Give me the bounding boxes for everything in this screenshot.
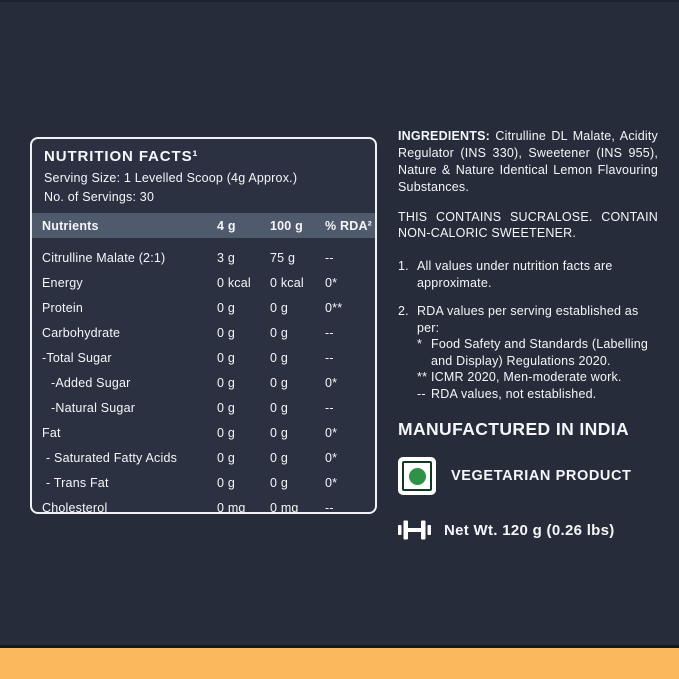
serving-size-text: Serving Size: 1 Levelled Scoop (4g Appro… (44, 171, 298, 185)
manufactured-in-india-heading: MANUFACTURED IN INDIA (398, 419, 630, 440)
value-100g: 0 g (270, 325, 288, 340)
vegetarian-product-label: VEGETARIAN PRODUCT (451, 468, 632, 485)
table-row: Energy 0 kcal 0 kcal 0* (42, 270, 375, 295)
value-4g: 0 g (217, 450, 235, 465)
table-row: Carbohydrate 0 g 0 g -- (42, 320, 375, 345)
right-info-column: INGREDIENTS: Citrulline DL Malate, Acidi… (398, 128, 658, 541)
value-rda: 0* (325, 275, 338, 290)
value-4g: 0 g (217, 375, 235, 390)
footnote-text: RDA values per serving established as pe… (417, 304, 639, 335)
col-header-4g: 4 g (217, 218, 236, 233)
col-header-100g: 100 g (270, 218, 303, 233)
nutrient-name: -Total Sugar (42, 350, 112, 365)
value-100g: 0 g (270, 450, 288, 465)
value-4g: 0 g (217, 400, 235, 415)
subnote-text: RDA values, not established. (431, 386, 597, 401)
subnote-marker: * (417, 337, 423, 352)
table-row: - Saturated Fatty Acids 0 g 0 g 0* (42, 445, 375, 470)
value-rda: -- (325, 350, 334, 365)
nutrient-name: Citrulline Malate (2:1) (42, 250, 166, 265)
nutrients-table-header: Nutrients 4 g 100 g % RDA² (32, 213, 375, 238)
ingredients-paragraph: INGREDIENTS: Citrulline DL Malate, Acidi… (398, 128, 658, 196)
ingredients-text: Citrulline DL Malate, Acidity Regulator … (398, 129, 658, 194)
value-4g: 0 g (217, 475, 235, 490)
table-row: Protein 0 g 0 g 0** (42, 295, 375, 320)
value-100g: 0 g (270, 425, 288, 440)
value-rda: 0* (325, 475, 338, 490)
nutrient-name: - Saturated Fatty Acids (46, 450, 178, 465)
value-100g: 0 g (270, 300, 288, 315)
nutrient-name: -Added Sugar (51, 375, 131, 390)
veg-mark-border (402, 461, 432, 492)
ingredients-label: INGREDIENTS: (398, 129, 490, 143)
col-header-rda: % RDA² (325, 218, 373, 233)
footnote-number: 2. (398, 304, 409, 319)
nutrient-name: Protein (42, 300, 84, 315)
value-4g: 0 g (217, 325, 235, 340)
nutrient-name: Fat (42, 425, 61, 440)
sucralose-warning-text: THIS CONTAINS SUCRALOSE. CONTAIN NON-CAL… (398, 209, 658, 241)
value-100g: 0 g (270, 475, 288, 490)
subnote-text: Food Safety and Standards (Labelling and… (431, 337, 649, 368)
veg-green-dot (408, 467, 426, 485)
value-rda: 0* (325, 375, 338, 390)
value-100g: 0 kcal (270, 275, 304, 290)
footnote-2-subnotes: * Food Safety and Standards (Labelling a… (417, 336, 658, 402)
value-100g: 75 g (270, 250, 296, 265)
value-4g: 3 g (217, 250, 235, 265)
servings-count-text: No. of Servings: 30 (44, 190, 155, 204)
table-row: - Trans Fat 0 g 0 g 0* (42, 470, 375, 495)
value-100g: 0 g (270, 400, 288, 415)
subnote-asterisk: * Food Safety and Standards (Labelling a… (417, 336, 658, 369)
value-rda: -- (325, 400, 334, 415)
value-rda: 0* (325, 425, 338, 440)
footnote-2: 2. RDA values per serving established as… (398, 303, 658, 336)
value-4g: 0 mg (217, 500, 246, 514)
nutrient-name: - Trans Fat (46, 475, 109, 490)
footnotes: 1. All values under nutrition facts are … (398, 258, 658, 402)
col-header-nutrients: Nutrients (42, 218, 99, 233)
value-4g: 0 kcal (217, 275, 251, 290)
table-row: Fat 0 g 0 g 0* (42, 420, 375, 445)
table-row: Cholesterol 0 mg 0 mg -- (42, 495, 375, 514)
table-row: -Total Sugar 0 g 0 g -- (42, 345, 375, 370)
nutrients-table-body: Citrulline Malate (2:1) 3 g 75 g -- Ener… (32, 238, 375, 514)
nutrition-facts-panel: NUTRITION FACTS¹ Serving Size: 1 Levelle… (30, 137, 377, 514)
value-4g: 0 g (217, 300, 235, 315)
footnote-1: 1. All values under nutrition facts are … (398, 258, 658, 291)
value-100g: 0 g (270, 375, 288, 390)
footnote-number: 1. (398, 259, 409, 274)
net-weight-label: Net Wt. 120 g (0.26 lbs) (444, 521, 615, 539)
bottom-accent-stripe (0, 645, 679, 679)
table-row: -Added Sugar 0 g 0 g 0* (42, 370, 375, 395)
value-100g: 0 g (270, 350, 288, 365)
veg-mark-icon (398, 457, 436, 496)
nutrition-panel-header: NUTRITION FACTS¹ Serving Size: 1 Levelle… (32, 139, 375, 204)
value-4g: 0 g (217, 350, 235, 365)
vegetarian-row: VEGETARIAN PRODUCT (398, 457, 658, 496)
footnote-text: All values under nutrition facts are app… (417, 259, 613, 290)
value-rda: 0** (325, 300, 343, 315)
net-weight-row: Net Wt. 120 g (0.26 lbs) (398, 519, 658, 541)
nutrition-facts-title: NUTRITION FACTS¹ (44, 148, 199, 165)
value-rda: -- (325, 250, 334, 265)
dumbbell-icon (398, 520, 431, 540)
subnote-double-asterisk: ** ICMR 2020, Men-moderate work. (417, 369, 658, 386)
value-rda: -- (325, 500, 334, 514)
subnote-dashes: -- RDA values, not established. (417, 386, 658, 403)
nutrient-name: Cholesterol (42, 500, 108, 514)
nutrient-name: Carbohydrate (42, 325, 121, 340)
value-rda: -- (325, 325, 334, 340)
value-100g: 0 mg (270, 500, 299, 514)
nutrient-name: -Natural Sugar (51, 400, 136, 415)
nutrient-name: Energy (42, 275, 83, 290)
table-row: -Natural Sugar 0 g 0 g -- (42, 395, 375, 420)
table-row: Citrulline Malate (2:1) 3 g 75 g -- (42, 245, 375, 270)
value-4g: 0 g (217, 425, 235, 440)
subnote-marker: ** (417, 370, 428, 385)
subnote-marker: -- (417, 386, 426, 401)
value-rda: 0* (325, 450, 338, 465)
subnote-text: ICMR 2020, Men-moderate work. (431, 370, 622, 385)
